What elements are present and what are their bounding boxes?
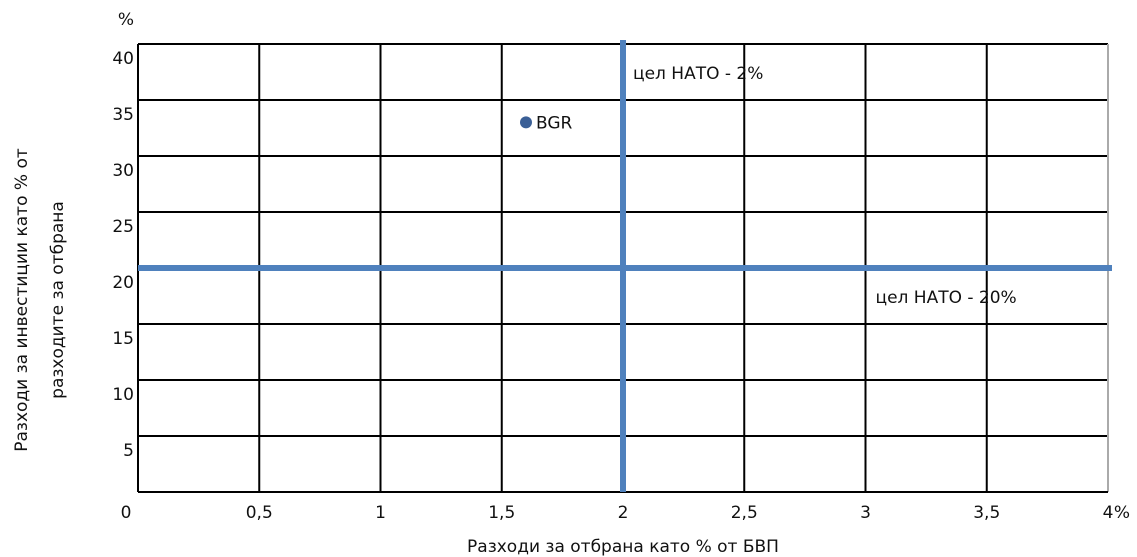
y-tick-label: 40 bbox=[112, 49, 134, 69]
x-unit: % bbox=[1114, 503, 1130, 523]
y-tick-label: 25 bbox=[112, 217, 134, 237]
x-tick-label: 0,5 bbox=[246, 503, 273, 523]
y-tick-label: 5 bbox=[123, 441, 134, 461]
x-tick-label: 3,5 bbox=[973, 503, 1000, 523]
x-tick-label: 0 bbox=[121, 503, 132, 523]
x-tick-label: 2 bbox=[618, 503, 629, 523]
y-tick-label: 15 bbox=[112, 329, 134, 349]
x-tick-label: 1,5 bbox=[488, 503, 515, 523]
point-label: BGR bbox=[536, 113, 573, 133]
y-axis-label: Разходи за инвестиции като % от bbox=[12, 148, 32, 452]
y-tick-label: 10 bbox=[112, 385, 134, 405]
y-unit: % bbox=[118, 10, 134, 30]
x-tick-label: 1 bbox=[375, 503, 386, 523]
y-tick-label: 30 bbox=[112, 161, 134, 181]
point bbox=[520, 116, 532, 129]
y-axis-label: разходите за отбрана bbox=[48, 201, 68, 399]
reference-label: цел НАТО - 20% bbox=[876, 288, 1017, 308]
x-tick-label: 2,5 bbox=[731, 503, 758, 523]
x-tick-label: 4 bbox=[1103, 503, 1114, 523]
reference-label: цел НАТО - 2% bbox=[633, 64, 763, 84]
x-axis-label: Разходи за отбрана като % от БВП bbox=[467, 537, 779, 557]
y-tick-label: 20 bbox=[112, 273, 134, 293]
x-tick-label: 3 bbox=[860, 503, 871, 523]
y-tick-label: 35 bbox=[112, 105, 134, 125]
